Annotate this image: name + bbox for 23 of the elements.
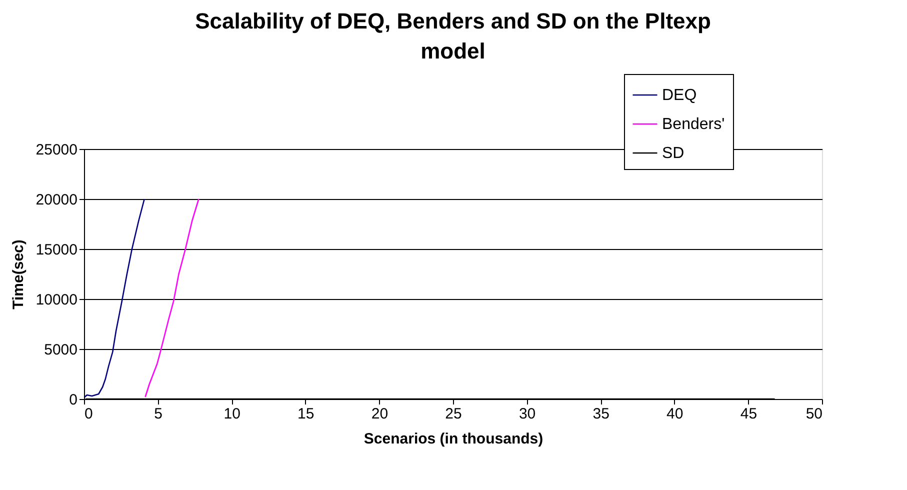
y-tick-label: 25000 bbox=[36, 142, 78, 158]
x-tick-label: 35 bbox=[592, 406, 610, 422]
x-tick-label: 50 bbox=[806, 406, 822, 422]
x-tick-label: 40 bbox=[666, 406, 684, 422]
y-tick-label: 0 bbox=[69, 392, 78, 408]
y-tick-label: 20000 bbox=[36, 192, 78, 208]
y-tick-label: 10000 bbox=[36, 292, 78, 308]
x-tick-label: 0 bbox=[84, 406, 93, 422]
x-tick-label: 30 bbox=[518, 406, 536, 422]
x-tick-label: 10 bbox=[224, 406, 240, 422]
x-axis-title: Scenarios (in thousands) bbox=[364, 430, 544, 448]
x-tick-label: 15 bbox=[298, 406, 314, 422]
y-axis-title: Time(sec) bbox=[10, 240, 27, 310]
y-tick-label: 15000 bbox=[36, 242, 78, 258]
x-tick-label: 20 bbox=[371, 406, 388, 422]
chart-title: Scalability of DEQ, Benders and SD on the Pltexp model bbox=[195, 8, 711, 64]
x-tick-label: 45 bbox=[740, 406, 758, 422]
x-tick-label: 5 bbox=[154, 406, 162, 422]
legend-label: SD bbox=[662, 145, 684, 162]
x-tick-label: 25 bbox=[445, 406, 462, 422]
legend-label: Benders' bbox=[662, 116, 725, 133]
y-tick-label: 5000 bbox=[44, 342, 78, 358]
legend-label: DEQ bbox=[662, 87, 697, 104]
